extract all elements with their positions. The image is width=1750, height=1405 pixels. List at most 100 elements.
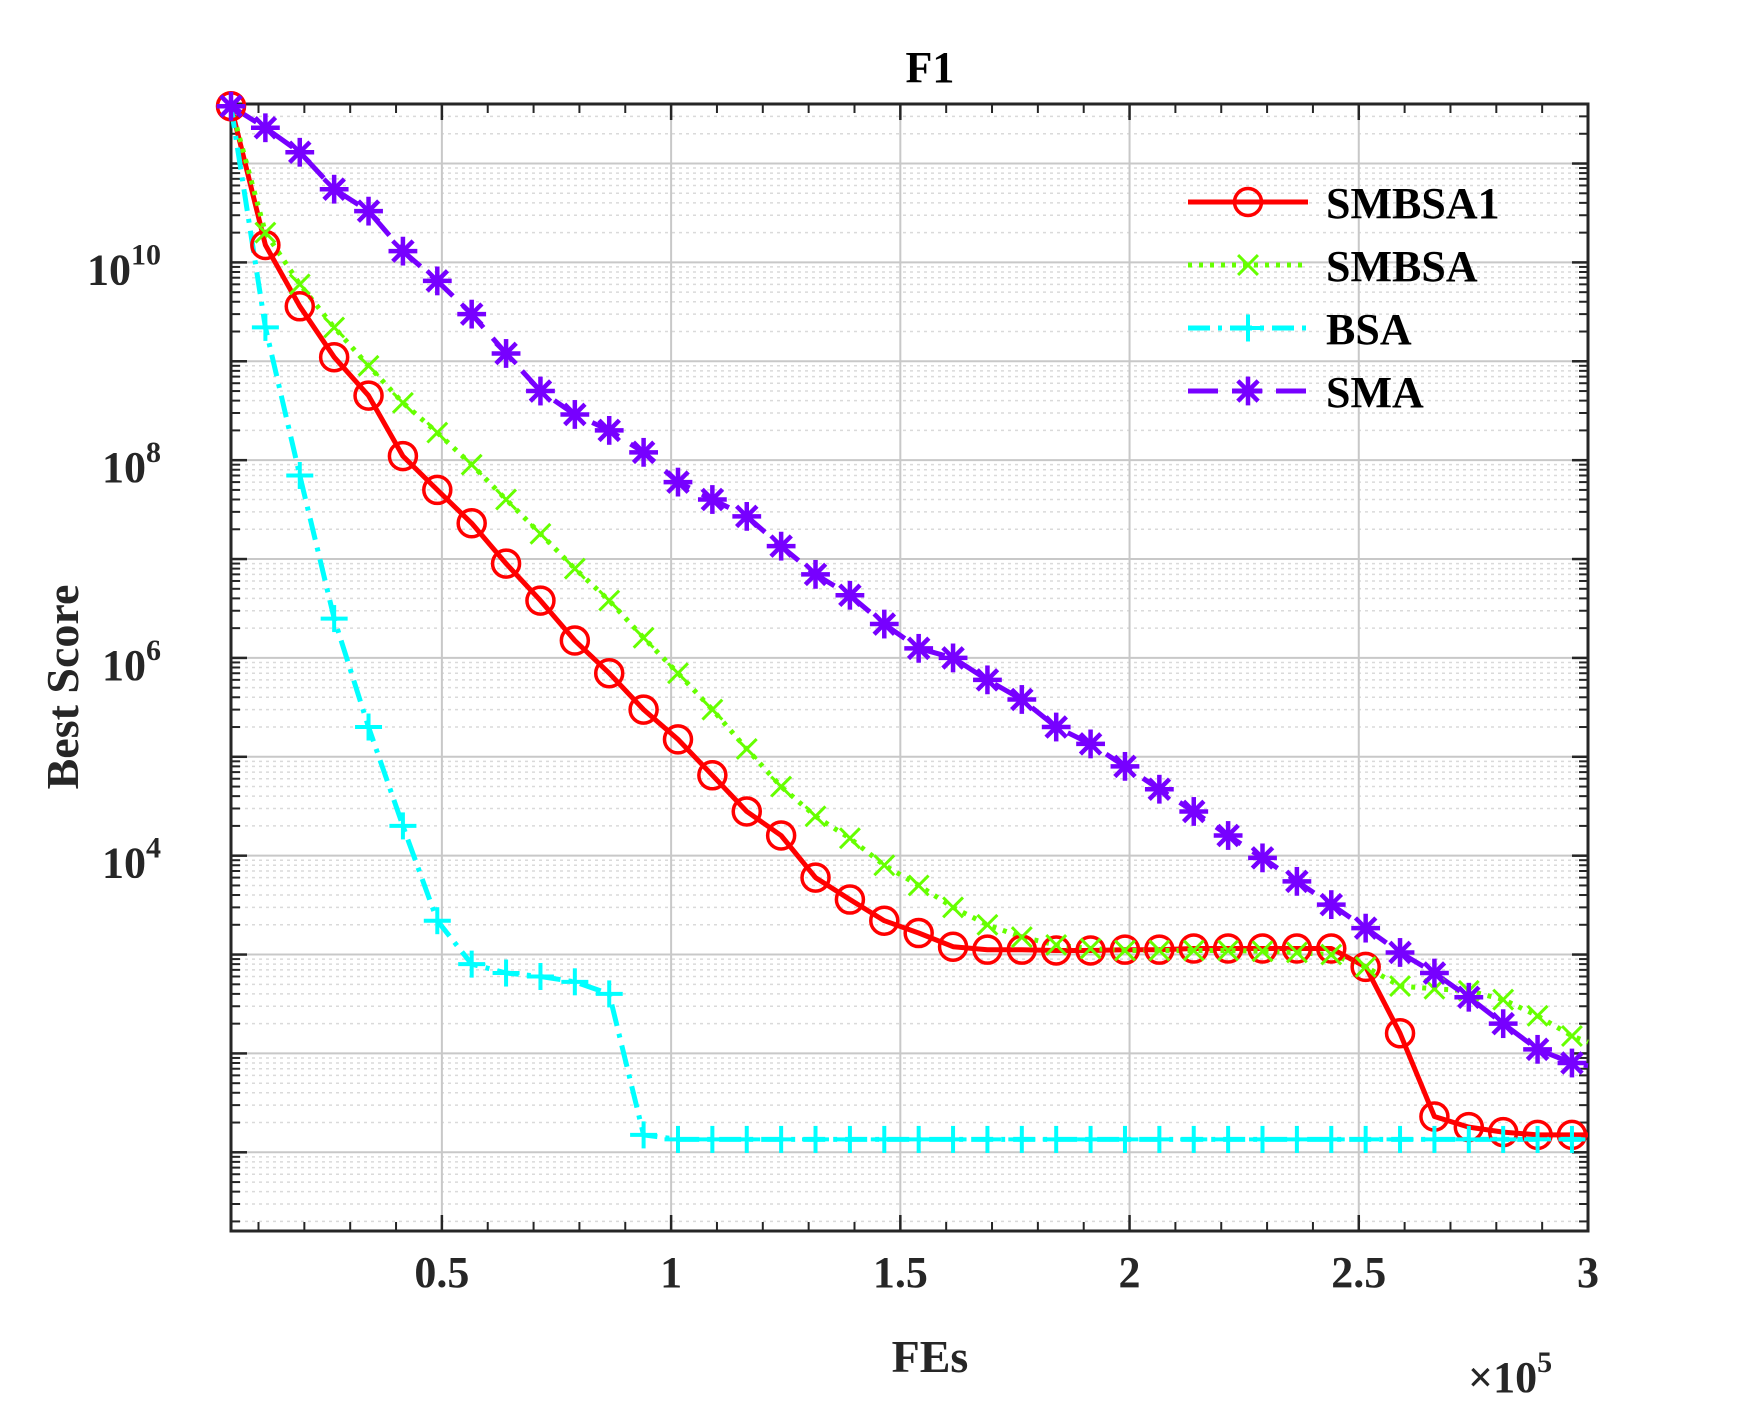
data-point-asterisk-stroke bbox=[322, 177, 346, 201]
data-point-plus bbox=[1111, 1125, 1139, 1153]
data-point-asterisk-stroke bbox=[803, 562, 828, 587]
data-point-x-stroke bbox=[323, 316, 346, 339]
data-point-plus bbox=[1180, 1125, 1208, 1153]
data-point-asterisk bbox=[319, 174, 349, 204]
data-point-x-stroke bbox=[495, 488, 518, 511]
data-point-x-stroke bbox=[598, 589, 621, 612]
data-point-x-stroke bbox=[1237, 254, 1259, 276]
data-point-circle bbox=[284, 291, 316, 322]
data-point-x bbox=[1148, 939, 1171, 962]
data-point-circle bbox=[1212, 933, 1244, 964]
data-point-plus bbox=[561, 968, 589, 996]
data-point-asterisk bbox=[1523, 1034, 1552, 1064]
data-point-plus bbox=[698, 1125, 726, 1153]
data-point-asterisk-stroke bbox=[1147, 777, 1172, 801]
data-point-asterisk bbox=[629, 437, 659, 467]
data-point-asterisk bbox=[697, 485, 727, 514]
data-point-x bbox=[976, 913, 999, 936]
data-point-asterisk bbox=[1351, 913, 1381, 943]
data-point-x-stroke bbox=[460, 453, 483, 476]
legend-label: SMBSA1 bbox=[1326, 179, 1500, 228]
data-point-asterisk bbox=[1076, 729, 1105, 759]
data-point-plus bbox=[1489, 1125, 1517, 1153]
data-point-asterisk-stroke bbox=[528, 379, 553, 403]
data-point-circle bbox=[353, 380, 384, 411]
data-point-asterisk bbox=[801, 559, 830, 589]
y-tick-label: 104 bbox=[102, 832, 161, 888]
data-point-asterisk bbox=[1041, 712, 1071, 742]
data-point-x bbox=[563, 557, 586, 580]
data-point-plus bbox=[1234, 314, 1262, 342]
data-point-asterisk-stroke bbox=[1388, 940, 1412, 965]
data-point-circle bbox=[697, 760, 728, 791]
data-point-plus bbox=[1042, 1125, 1070, 1153]
data-point-x-stroke bbox=[907, 874, 930, 897]
data-point-x bbox=[1079, 937, 1102, 960]
data-point-asterisk bbox=[354, 196, 383, 226]
data-point-asterisk-stroke bbox=[287, 140, 312, 165]
y-tick-label-exponent: 8 bbox=[146, 436, 161, 469]
data-point-x-stroke bbox=[1217, 939, 1240, 962]
legend: SMBSA1 SMBSA BSA SMA bbox=[1188, 179, 1500, 417]
data-point-circle bbox=[1281, 933, 1313, 964]
series-markers bbox=[215, 90, 1588, 1153]
data-point-asterisk-stroke bbox=[700, 487, 725, 512]
data-point-asterisk bbox=[1179, 797, 1209, 826]
legend-label: SMBSA bbox=[1326, 242, 1478, 291]
data-point-x bbox=[907, 874, 930, 897]
data-point-circle bbox=[525, 585, 556, 616]
data-point-plus bbox=[251, 313, 279, 341]
y-tick-label: 1010 bbox=[87, 238, 161, 294]
data-point-asterisk bbox=[1454, 982, 1484, 1012]
data-point-asterisk-stroke bbox=[1236, 379, 1260, 403]
data-point-x-stroke bbox=[667, 662, 689, 685]
data-point-asterisk bbox=[1420, 958, 1449, 988]
y-tick-label-base: 10 bbox=[102, 641, 146, 690]
data-point-asterisk bbox=[1007, 685, 1037, 714]
data-point-circle bbox=[456, 508, 487, 539]
data-point-asterisk bbox=[491, 339, 521, 368]
data-point-plus bbox=[1145, 1125, 1173, 1153]
data-point-x-stroke bbox=[701, 698, 724, 721]
data-point-circle bbox=[765, 820, 797, 851]
data-point-x bbox=[391, 391, 414, 414]
data-point-circle bbox=[869, 905, 900, 936]
data-point-circle bbox=[662, 724, 694, 755]
data-point-x-stroke bbox=[1251, 940, 1274, 963]
data-point-x-stroke bbox=[1354, 955, 1377, 978]
data-point-x bbox=[804, 805, 827, 828]
data-point-plus bbox=[630, 1121, 658, 1149]
data-point-circle bbox=[937, 931, 969, 962]
data-point-asterisk-stroke bbox=[1353, 916, 1378, 940]
data-point-x-stroke bbox=[254, 221, 277, 244]
x-tick-label: 2 bbox=[1119, 1248, 1141, 1297]
data-point-x-stroke bbox=[529, 522, 552, 545]
data-point-x-stroke bbox=[563, 557, 586, 580]
data-point-circle bbox=[972, 934, 1003, 965]
data-point-x-stroke bbox=[1148, 939, 1171, 962]
data-point-x bbox=[1114, 939, 1136, 962]
data-point-asterisk-stroke bbox=[1216, 823, 1240, 848]
data-point-asterisk bbox=[285, 137, 315, 167]
data-point-x bbox=[1320, 943, 1343, 966]
x-axis-label: FEs bbox=[892, 1331, 969, 1382]
data-point-asterisk bbox=[422, 266, 452, 296]
data-point-plus bbox=[664, 1125, 692, 1153]
data-point-plus bbox=[389, 812, 417, 840]
data-point-asterisk bbox=[1110, 751, 1140, 781]
data-point-x-stroke bbox=[288, 273, 311, 296]
data-point-asterisk-stroke bbox=[1319, 892, 1344, 917]
data-point-asterisk-stroke bbox=[1044, 715, 1068, 739]
data-point-asterisk-stroke bbox=[769, 534, 793, 558]
data-point-asterisk-stroke bbox=[1560, 1051, 1584, 1075]
data-point-circle bbox=[903, 917, 934, 949]
minor-grid bbox=[231, 103, 1588, 1223]
data-point-x bbox=[426, 421, 449, 444]
data-point-asterisk bbox=[1144, 774, 1174, 804]
data-point-circle bbox=[834, 884, 866, 915]
data-point-asterisk-stroke bbox=[631, 440, 656, 465]
series-markers-smbsa bbox=[220, 95, 1583, 1047]
data-point-x bbox=[667, 662, 689, 685]
data-point-x-stroke bbox=[1492, 988, 1515, 1011]
